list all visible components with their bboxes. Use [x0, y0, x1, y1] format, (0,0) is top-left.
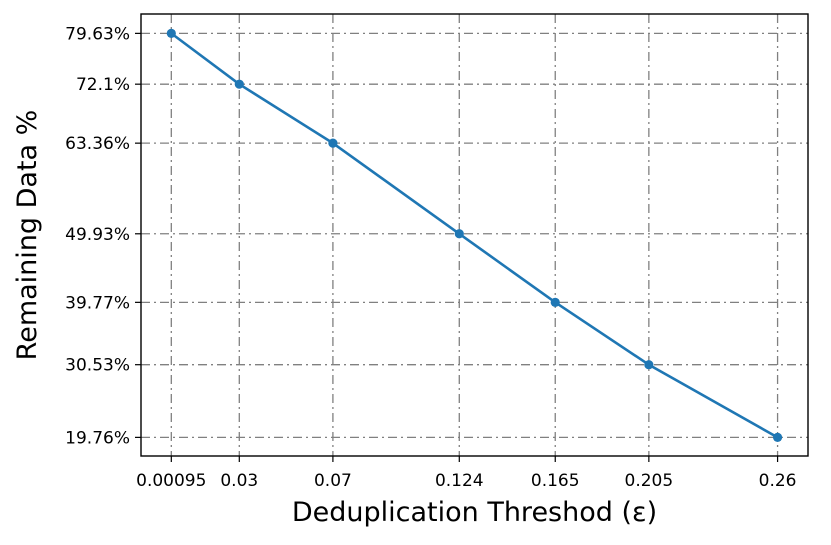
x-tick-label: 0.07 [314, 471, 352, 491]
y-tick-label: 79.63% [65, 24, 130, 44]
series-group [166, 28, 783, 442]
x-tick-label: 0.26 [759, 471, 797, 491]
plot-frame [140, 13, 809, 457]
y-tick-label: 19.76% [65, 428, 130, 448]
x-tick-label: 0.165 [531, 471, 580, 491]
x-tick-label: 0.124 [435, 471, 484, 491]
data-point [234, 79, 244, 89]
y-tick-label: 63.36% [65, 134, 130, 154]
y-tick-label: 39.77% [65, 293, 130, 313]
x-tick-label: 0.00095 [136, 471, 206, 491]
x-tick-label: 0.205 [625, 471, 674, 491]
y-tick-label: 49.93% [65, 225, 130, 245]
x-tick-label: 0.03 [220, 471, 258, 491]
series-line [170, 32, 779, 439]
data-point [644, 360, 654, 370]
y-tick-label: 72.1% [76, 75, 130, 95]
data-point [772, 432, 783, 442]
grid-lines [141, 14, 808, 456]
y-axis-ticks: 79.63% 72.1% 63.36% 49.93% 39.77% 30.53% 19.76… [65, 24, 141, 448]
data-point [328, 138, 338, 148]
data-point [550, 297, 560, 307]
y-tick-label: 30.53% [65, 356, 130, 376]
x-axis-ticks: 0.00095 0.03 0.07 0.124 0.165 0.205 0.26 [136, 456, 797, 491]
data-point [166, 28, 176, 38]
data-point [454, 229, 464, 239]
y-axis-label: Remaining Data % [12, 110, 43, 361]
x-axis-label: Deduplication Threshod (ε) [292, 497, 657, 528]
